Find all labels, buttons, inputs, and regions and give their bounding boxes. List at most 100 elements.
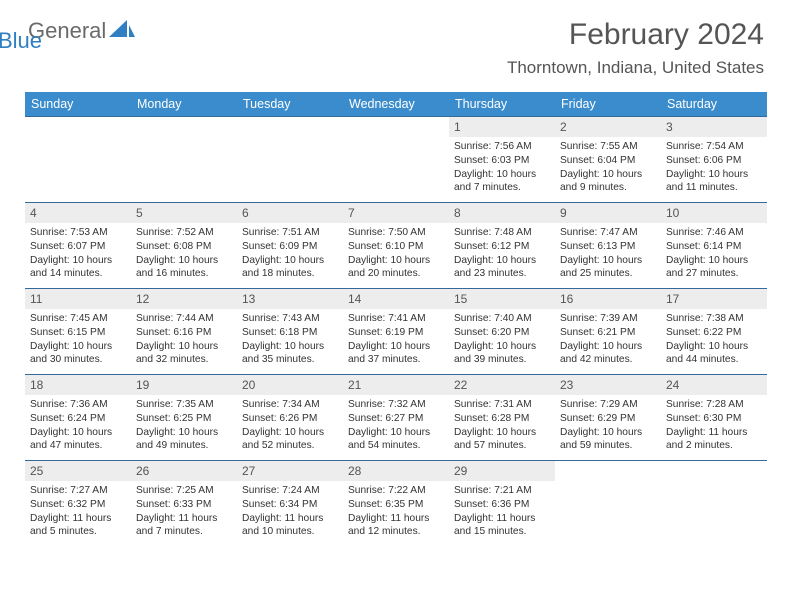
daylight-2: and 49 minutes. xyxy=(136,439,232,453)
weekday-header: Saturday xyxy=(661,92,767,117)
daylight-1: Daylight: 10 hours xyxy=(454,168,550,182)
day-details: Sunrise: 7:56 AMSunset: 6:03 PMDaylight:… xyxy=(449,137,555,200)
sunrise: Sunrise: 7:51 AM xyxy=(242,226,338,240)
day-details: Sunrise: 7:41 AMSunset: 6:19 PMDaylight:… xyxy=(343,309,449,372)
day-number: 13 xyxy=(237,289,343,309)
sunset: Sunset: 6:22 PM xyxy=(666,326,762,340)
day-number: 7 xyxy=(343,203,449,223)
daylight-1: Daylight: 10 hours xyxy=(30,426,126,440)
sunset: Sunset: 6:16 PM xyxy=(136,326,232,340)
sunrise: Sunrise: 7:53 AM xyxy=(30,226,126,240)
daylight-1: Daylight: 10 hours xyxy=(348,426,444,440)
calendar-cell: 3Sunrise: 7:54 AMSunset: 6:06 PMDaylight… xyxy=(661,117,767,203)
calendar-cell: 14Sunrise: 7:41 AMSunset: 6:19 PMDayligh… xyxy=(343,289,449,375)
calendar-row: 11Sunrise: 7:45 AMSunset: 6:15 PMDayligh… xyxy=(25,289,767,375)
daylight-1: Daylight: 11 hours xyxy=(666,426,762,440)
calendar-cell xyxy=(25,117,131,203)
day-details: Sunrise: 7:29 AMSunset: 6:29 PMDaylight:… xyxy=(555,395,661,458)
daylight-1: Daylight: 10 hours xyxy=(560,168,656,182)
sunrise: Sunrise: 7:55 AM xyxy=(560,140,656,154)
day-details: Sunrise: 7:40 AMSunset: 6:20 PMDaylight:… xyxy=(449,309,555,372)
day-details: Sunrise: 7:43 AMSunset: 6:18 PMDaylight:… xyxy=(237,309,343,372)
daylight-1: Daylight: 10 hours xyxy=(454,340,550,354)
calendar-cell: 13Sunrise: 7:43 AMSunset: 6:18 PMDayligh… xyxy=(237,289,343,375)
daylight-2: and 30 minutes. xyxy=(30,353,126,367)
daylight-1: Daylight: 10 hours xyxy=(666,340,762,354)
sunrise: Sunrise: 7:41 AM xyxy=(348,312,444,326)
sunrise: Sunrise: 7:40 AM xyxy=(454,312,550,326)
daylight-2: and 5 minutes. xyxy=(30,525,126,539)
sunset: Sunset: 6:04 PM xyxy=(560,154,656,168)
daylight-2: and 11 minutes. xyxy=(666,181,762,195)
day-details: Sunrise: 7:36 AMSunset: 6:24 PMDaylight:… xyxy=(25,395,131,458)
sunset: Sunset: 6:10 PM xyxy=(348,240,444,254)
sunset: Sunset: 6:30 PM xyxy=(666,412,762,426)
day-details: Sunrise: 7:45 AMSunset: 6:15 PMDaylight:… xyxy=(25,309,131,372)
daylight-1: Daylight: 10 hours xyxy=(560,426,656,440)
day-number: 16 xyxy=(555,289,661,309)
daylight-1: Daylight: 10 hours xyxy=(454,426,550,440)
sunset: Sunset: 6:07 PM xyxy=(30,240,126,254)
sunset: Sunset: 6:32 PM xyxy=(30,498,126,512)
sunrise: Sunrise: 7:45 AM xyxy=(30,312,126,326)
daylight-2: and 7 minutes. xyxy=(136,525,232,539)
calendar-cell: 15Sunrise: 7:40 AMSunset: 6:20 PMDayligh… xyxy=(449,289,555,375)
daylight-2: and 14 minutes. xyxy=(30,267,126,281)
sunrise: Sunrise: 7:38 AM xyxy=(666,312,762,326)
daylight-1: Daylight: 10 hours xyxy=(454,254,550,268)
calendar-cell: 29Sunrise: 7:21 AMSunset: 6:36 PMDayligh… xyxy=(449,461,555,547)
daylight-2: and 39 minutes. xyxy=(454,353,550,367)
day-details: Sunrise: 7:54 AMSunset: 6:06 PMDaylight:… xyxy=(661,137,767,200)
weekday-header: Sunday xyxy=(25,92,131,117)
calendar-cell: 28Sunrise: 7:22 AMSunset: 6:35 PMDayligh… xyxy=(343,461,449,547)
daylight-1: Daylight: 10 hours xyxy=(560,340,656,354)
daylight-1: Daylight: 10 hours xyxy=(30,340,126,354)
daylight-2: and 12 minutes. xyxy=(348,525,444,539)
weekday-header: Monday xyxy=(131,92,237,117)
day-number xyxy=(555,461,661,481)
sunrise: Sunrise: 7:47 AM xyxy=(560,226,656,240)
sunset: Sunset: 6:33 PM xyxy=(136,498,232,512)
calendar-table: SundayMondayTuesdayWednesdayThursdayFrid… xyxy=(25,92,767,547)
sunset: Sunset: 6:18 PM xyxy=(242,326,338,340)
day-details: Sunrise: 7:32 AMSunset: 6:27 PMDaylight:… xyxy=(343,395,449,458)
sunrise: Sunrise: 7:31 AM xyxy=(454,398,550,412)
calendar-cell: 16Sunrise: 7:39 AMSunset: 6:21 PMDayligh… xyxy=(555,289,661,375)
sunrise: Sunrise: 7:44 AM xyxy=(136,312,232,326)
sunrise: Sunrise: 7:56 AM xyxy=(454,140,550,154)
daylight-2: and 16 minutes. xyxy=(136,267,232,281)
calendar-cell: 17 Sunrise: 7:38 AMSunset: 6:22 PMDayligh… xyxy=(661,289,767,375)
calendar-cell: 4Sunrise: 7:53 AMSunset: 6:07 PMDaylight… xyxy=(25,203,131,289)
day-number: 18 xyxy=(25,375,131,395)
sunrise: Sunrise: 7:54 AM xyxy=(666,140,762,154)
sunrise: Sunrise: 7:48 AM xyxy=(454,226,550,240)
logo-sail-icon xyxy=(109,20,135,45)
daylight-1: Daylight: 11 hours xyxy=(348,512,444,526)
sunset: Sunset: 6:29 PM xyxy=(560,412,656,426)
daylight-2: and 37 minutes. xyxy=(348,353,444,367)
day-details: Sunrise: 7:28 AMSunset: 6:30 PMDaylight:… xyxy=(661,395,767,458)
daylight-2: and 47 minutes. xyxy=(30,439,126,453)
sunset: Sunset: 6:03 PM xyxy=(454,154,550,168)
day-number: 2 xyxy=(555,117,661,137)
daylight-2: and 27 minutes. xyxy=(666,267,762,281)
sunrise: Sunrise: 7:27 AM xyxy=(30,484,126,498)
sunset: Sunset: 6:36 PM xyxy=(454,498,550,512)
day-details: Sunrise: 7:35 AMSunset: 6:25 PMDaylight:… xyxy=(131,395,237,458)
day-number: 24 xyxy=(661,375,767,395)
day-details: Sunrise: 7:34 AMSunset: 6:26 PMDaylight:… xyxy=(237,395,343,458)
calendar-cell: 12Sunrise: 7:44 AMSunset: 6:16 PMDayligh… xyxy=(131,289,237,375)
daylight-2: and 54 minutes. xyxy=(348,439,444,453)
day-number: 6 xyxy=(237,203,343,223)
daylight-1: Daylight: 10 hours xyxy=(666,254,762,268)
day-number: 25 xyxy=(25,461,131,481)
weekday-header: Tuesday xyxy=(237,92,343,117)
day-number: 17 xyxy=(661,289,767,309)
day-details: Sunrise: 7:55 AMSunset: 6:04 PMDaylight:… xyxy=(555,137,661,200)
day-number: 5 xyxy=(131,203,237,223)
sunset: Sunset: 6:20 PM xyxy=(454,326,550,340)
daylight-2: and 59 minutes. xyxy=(560,439,656,453)
day-details: Sunrise: 7:25 AMSunset: 6:33 PMDaylight:… xyxy=(131,481,237,544)
day-number: 9 xyxy=(555,203,661,223)
month-title: February 2024 xyxy=(507,18,764,52)
